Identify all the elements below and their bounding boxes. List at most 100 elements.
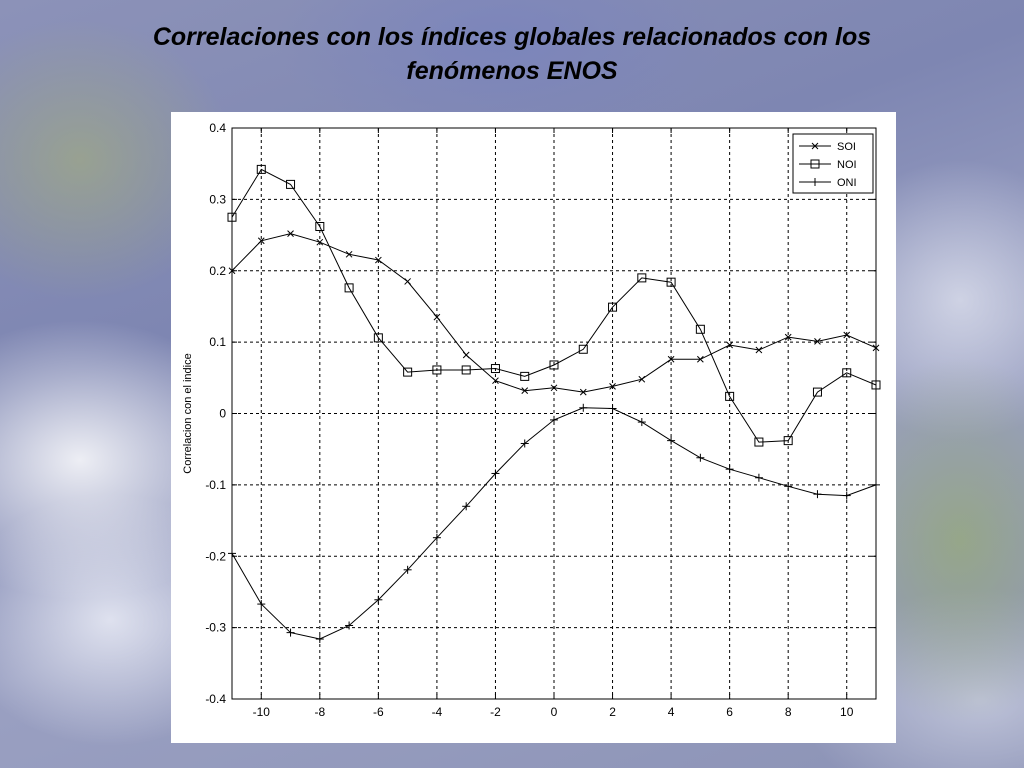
series-marker	[286, 628, 295, 637]
y-tick-label: 0.1	[209, 335, 226, 349]
series-marker	[257, 237, 265, 245]
series-marker	[872, 480, 880, 489]
series-marker	[462, 502, 471, 511]
series-marker	[228, 267, 236, 275]
series-marker	[228, 549, 236, 558]
series-marker	[811, 142, 819, 150]
series-marker	[433, 313, 441, 321]
x-tick-label: 2	[609, 705, 616, 719]
x-tick-label: 4	[668, 705, 675, 719]
series-marker	[257, 600, 266, 609]
series-marker	[579, 403, 588, 412]
series-marker	[609, 383, 616, 390]
series-marker	[550, 415, 558, 424]
series-marker	[608, 404, 617, 413]
y-axis-label: Correlacion con el indice	[182, 353, 194, 473]
x-tick-label: -4	[432, 705, 443, 719]
x-tick-label: -6	[373, 705, 384, 719]
series-marker	[491, 469, 500, 478]
series-marker	[754, 437, 764, 447]
series-marker	[810, 159, 820, 169]
y-tick-label: 0	[219, 407, 226, 421]
series-marker	[843, 331, 851, 339]
legend-item-soi: SOI	[799, 141, 856, 153]
series-marker	[492, 377, 499, 385]
legend-label: NOI	[837, 159, 857, 171]
y-tick-label: -0.2	[205, 549, 226, 563]
series-marker	[871, 380, 881, 390]
x-tick-label: -2	[490, 705, 501, 719]
x-tick-label: -8	[314, 705, 325, 719]
series-marker	[666, 277, 676, 287]
series-marker	[784, 333, 792, 341]
series-marker	[667, 355, 675, 363]
series-marker	[812, 387, 822, 397]
series-marker	[256, 164, 266, 174]
y-tick-label: 0.3	[209, 192, 226, 206]
x-tick-label: 10	[840, 705, 854, 719]
series-oni	[228, 403, 880, 644]
series-marker	[490, 364, 500, 374]
series-marker	[550, 384, 558, 392]
series-marker	[578, 344, 588, 354]
series-marker	[638, 375, 646, 383]
series-marker	[344, 283, 354, 293]
correlation-line-chart: -10 -8 -6 -4 -2 0 2 4 6 8 10 -0.4 -0.3 -0.2 -0.1 0 0.1 0.…	[182, 121, 881, 719]
series-marker	[373, 333, 383, 343]
x-tick-label: 6	[726, 705, 733, 719]
series-noi	[227, 164, 881, 447]
series-marker	[521, 387, 529, 395]
series-marker	[696, 453, 705, 462]
slide-title: Correlaciones con los índices globales r…	[152, 23, 872, 85]
legend-item-noi: NOI	[799, 159, 857, 171]
x-tick-label: 8	[785, 705, 792, 719]
series-layer	[227, 164, 881, 644]
series-marker	[462, 351, 470, 359]
series-marker	[754, 473, 763, 482]
y-tick-label: 0.4	[209, 121, 226, 135]
series-marker	[432, 365, 442, 375]
series-marker	[520, 439, 529, 448]
grid-layer	[232, 127, 876, 700]
axes-layer: -10 -8 -6 -4 -2 0 2 4 6 8 10 -0.4 -0.3 -0.2 -0.1 0 0.1 0.…	[205, 121, 877, 719]
series-marker	[842, 491, 851, 500]
axes-frame	[231, 127, 877, 700]
series-marker	[286, 179, 296, 189]
series-marker	[461, 365, 471, 375]
chart-panel: -10 -8 -6 -4 -2 0 2 4 6 8 10 -0.4 -0.3 -0.2 -0.1 0 0.1 0.…	[171, 112, 896, 743]
y-tick-label: -0.4	[205, 692, 226, 706]
legend-item-oni: ONI	[799, 177, 857, 189]
series-marker	[404, 278, 411, 285]
series-marker	[287, 230, 294, 237]
series-marker	[872, 344, 880, 352]
series-marker	[549, 360, 559, 370]
series-marker	[725, 391, 735, 401]
series-marker	[315, 221, 325, 231]
series-marker	[316, 238, 324, 246]
series-marker	[637, 418, 646, 427]
series-marker	[725, 465, 734, 474]
series-marker	[345, 250, 353, 258]
series-marker	[842, 368, 852, 378]
series-marker	[579, 388, 587, 396]
series-marker	[375, 256, 382, 264]
series-line-noi	[231, 168, 877, 443]
x-tick-label: -10	[253, 705, 271, 719]
y-tick-label: -0.3	[205, 621, 226, 635]
series-marker	[783, 436, 793, 446]
series-marker	[345, 621, 354, 630]
series-marker	[726, 341, 733, 349]
series-marker	[374, 595, 383, 604]
series-marker	[315, 635, 324, 644]
series-marker	[667, 436, 676, 445]
series-marker	[432, 533, 441, 542]
series-soi	[228, 230, 880, 396]
series-marker	[813, 490, 822, 499]
series-marker	[227, 212, 237, 222]
series-marker	[695, 324, 705, 334]
y-tick-label: -0.1	[205, 478, 226, 492]
series-marker	[403, 367, 413, 377]
y-tick-label: 0.2	[209, 264, 226, 278]
x-tick-label: 0	[551, 705, 558, 719]
series-marker	[520, 371, 530, 381]
